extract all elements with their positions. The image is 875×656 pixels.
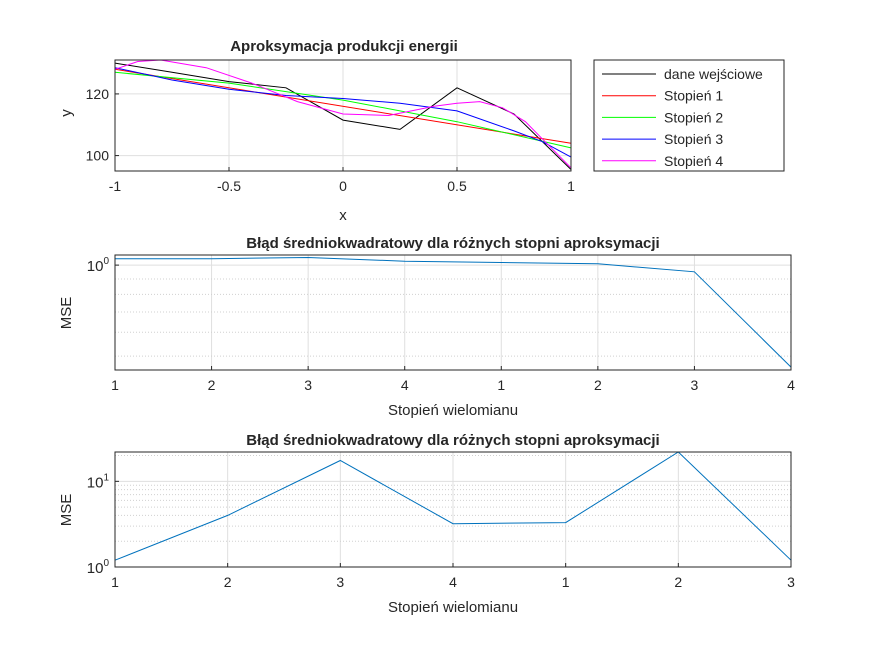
plot2-y-tick-label: 100 xyxy=(87,256,110,275)
plot3-x-tick-label: 2 xyxy=(224,574,232,590)
plot3-x-tick-label: 1 xyxy=(562,574,570,590)
plot2-x-tick-label: 1 xyxy=(497,377,505,393)
plot1-series-line-2 xyxy=(114,68,572,144)
plot3-x-tick-label: 1 xyxy=(111,574,119,590)
plot2-x-tick-label: 3 xyxy=(304,377,312,393)
plot2-series-line xyxy=(115,256,792,368)
legend-label: Stopień 3 xyxy=(664,131,723,147)
plot1-xlabel: x xyxy=(339,207,347,224)
plot2-x-tick-label: 2 xyxy=(594,377,602,393)
plot3-y-tick-label: 101 xyxy=(87,472,110,491)
legend-label: Stopień 4 xyxy=(664,153,723,169)
legend-label: Stopień 2 xyxy=(664,109,723,125)
approximation-plot: Aproksymacja produkcji energii x y -1 -0.… xyxy=(58,38,575,224)
legend-label: dane wejściowe xyxy=(664,66,763,82)
plot2-x-tick-label: 4 xyxy=(787,377,795,393)
mse-plot-1: Błąd średniokwadratowy dla różnych stopn… xyxy=(58,235,795,419)
plot2-x-tick-label: 1 xyxy=(111,377,119,393)
plot3-axes-box xyxy=(114,451,792,568)
plot3-y-tick-label: 100 xyxy=(87,558,110,577)
plot3-x-tick-label: 4 xyxy=(449,574,457,590)
plot1-legend: dane wejściowe Stopień 1 Stopień 2 Stopień … xyxy=(593,59,785,172)
legend-label: Stopień 1 xyxy=(664,88,723,104)
plot1-series-line-5 xyxy=(114,59,572,169)
plot1-series-line-3 xyxy=(114,71,572,149)
plot3-ylabel: MSE xyxy=(58,494,75,527)
plot2-xlabel: Stopień wielomianu xyxy=(388,402,518,419)
plot3-title: Błąd średniokwadratowy dla różnych stopn… xyxy=(246,432,659,449)
plot2-axes-box xyxy=(114,254,792,371)
plot2-ylabel: MSE xyxy=(58,297,75,330)
plot1-x-tick-label: -0.5 xyxy=(217,178,241,194)
plot1-series-line-4 xyxy=(114,67,572,158)
plot1-title: Aproksymacja produkcji energii xyxy=(230,38,458,55)
plot1-x-tick-label: 0 xyxy=(339,178,347,194)
plot2-x-tick-label: 4 xyxy=(401,377,409,393)
plot1-x-tick-label: -1 xyxy=(109,178,122,194)
plot1-axes-box xyxy=(114,59,572,172)
plot3-x-tick-label: 3 xyxy=(336,574,344,590)
plot1-x-tick-label: 0.5 xyxy=(447,178,467,194)
plot1-y-tick-label: 120 xyxy=(86,86,110,102)
legend-box xyxy=(593,59,785,172)
plot1-y-tick-label: 100 xyxy=(86,148,110,164)
plot3-x-tick-label: 3 xyxy=(787,574,795,590)
plot3-xlabel: Stopień wielomianu xyxy=(388,599,518,616)
plot2-x-tick-label: 3 xyxy=(691,377,699,393)
plot1-x-tick-label: 1 xyxy=(567,178,575,194)
plot1-ylabel: y xyxy=(58,109,75,117)
mse-plot-2: Błąd średniokwadratowy dla różnych stopn… xyxy=(58,432,795,616)
plot2-title: Błąd średniokwadratowy dla różnych stopn… xyxy=(246,235,659,252)
plot3-x-tick-label: 2 xyxy=(674,574,682,590)
plot2-x-tick-label: 2 xyxy=(208,377,216,393)
